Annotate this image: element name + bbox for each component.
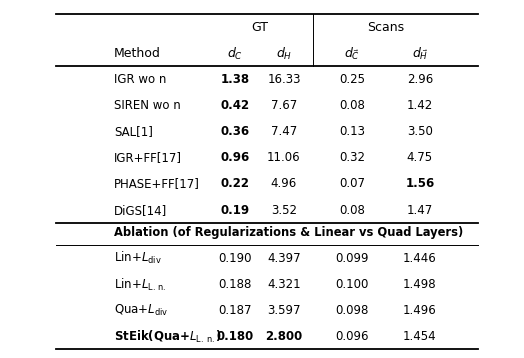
Text: 1.446: 1.446 bbox=[403, 252, 437, 265]
Text: 0.42: 0.42 bbox=[221, 99, 250, 112]
Text: StEik(Qua+$L_{\mathrm{L.\,n.}}$): StEik(Qua+$L_{\mathrm{L.\,n.}}$) bbox=[114, 329, 222, 345]
Text: DiGS[14]: DiGS[14] bbox=[114, 204, 167, 217]
Text: Method: Method bbox=[114, 47, 161, 60]
Text: SIREN wo n: SIREN wo n bbox=[114, 99, 181, 112]
Text: 0.32: 0.32 bbox=[339, 151, 365, 164]
Text: 16.33: 16.33 bbox=[267, 73, 301, 86]
Text: Ablation (of Regularizations & Linear vs Quad Layers): Ablation (of Regularizations & Linear vs… bbox=[114, 226, 463, 239]
Text: $d_{\vec{H}}$: $d_{\vec{H}}$ bbox=[412, 45, 428, 62]
Text: 4.96: 4.96 bbox=[271, 178, 297, 190]
Text: 1.56: 1.56 bbox=[405, 178, 434, 190]
Text: GT: GT bbox=[251, 21, 268, 34]
Text: IGR wo n: IGR wo n bbox=[114, 73, 167, 86]
Text: $d_C$: $d_C$ bbox=[227, 45, 244, 62]
Text: 0.22: 0.22 bbox=[221, 178, 250, 190]
Text: 0.08: 0.08 bbox=[339, 204, 365, 217]
Text: 1.498: 1.498 bbox=[403, 278, 436, 291]
Text: $d_{\vec{C}}$: $d_{\vec{C}}$ bbox=[344, 45, 360, 62]
Text: 0.099: 0.099 bbox=[335, 252, 369, 265]
Text: 3.52: 3.52 bbox=[271, 204, 297, 217]
Text: 0.096: 0.096 bbox=[335, 330, 369, 343]
Text: 2.96: 2.96 bbox=[407, 73, 433, 86]
Text: 0.180: 0.180 bbox=[217, 330, 254, 343]
Text: Scans: Scans bbox=[367, 21, 405, 34]
Text: 0.188: 0.188 bbox=[219, 278, 252, 291]
Text: 7.47: 7.47 bbox=[271, 125, 297, 138]
Text: 0.13: 0.13 bbox=[339, 125, 365, 138]
Text: 1.42: 1.42 bbox=[407, 99, 433, 112]
Text: 3.50: 3.50 bbox=[407, 125, 433, 138]
Text: 0.19: 0.19 bbox=[221, 204, 250, 217]
Text: 0.08: 0.08 bbox=[339, 99, 365, 112]
Text: Lin+$L_{\mathrm{div}}$: Lin+$L_{\mathrm{div}}$ bbox=[114, 250, 162, 266]
Text: 0.187: 0.187 bbox=[219, 304, 252, 317]
Text: 0.098: 0.098 bbox=[335, 304, 368, 317]
Text: $d_H$: $d_H$ bbox=[276, 45, 292, 62]
Text: 0.190: 0.190 bbox=[219, 252, 252, 265]
Text: 3.597: 3.597 bbox=[267, 304, 301, 317]
Text: Qua+$L_{\mathrm{div}}$: Qua+$L_{\mathrm{div}}$ bbox=[114, 303, 169, 318]
Text: 2.800: 2.800 bbox=[265, 330, 302, 343]
Text: 4.321: 4.321 bbox=[267, 278, 301, 291]
Text: 0.36: 0.36 bbox=[221, 125, 250, 138]
Text: 0.25: 0.25 bbox=[339, 73, 365, 86]
Text: 1.496: 1.496 bbox=[403, 304, 437, 317]
Text: 1.454: 1.454 bbox=[403, 330, 436, 343]
Text: IGR+FF[17]: IGR+FF[17] bbox=[114, 151, 182, 164]
Text: 4.75: 4.75 bbox=[407, 151, 433, 164]
Text: 11.06: 11.06 bbox=[267, 151, 301, 164]
Text: PHASE+FF[17]: PHASE+FF[17] bbox=[114, 178, 200, 190]
Text: 0.96: 0.96 bbox=[221, 151, 250, 164]
Text: Lin+$L_{\mathrm{L.\,n.}}$: Lin+$L_{\mathrm{L.\,n.}}$ bbox=[114, 276, 167, 292]
Text: 0.100: 0.100 bbox=[335, 278, 368, 291]
Text: 4.397: 4.397 bbox=[267, 252, 301, 265]
Text: 1.38: 1.38 bbox=[221, 73, 250, 86]
Text: 1.47: 1.47 bbox=[407, 204, 433, 217]
Text: 0.07: 0.07 bbox=[339, 178, 365, 190]
Text: 7.67: 7.67 bbox=[271, 99, 297, 112]
Text: SAL[1]: SAL[1] bbox=[114, 125, 153, 138]
